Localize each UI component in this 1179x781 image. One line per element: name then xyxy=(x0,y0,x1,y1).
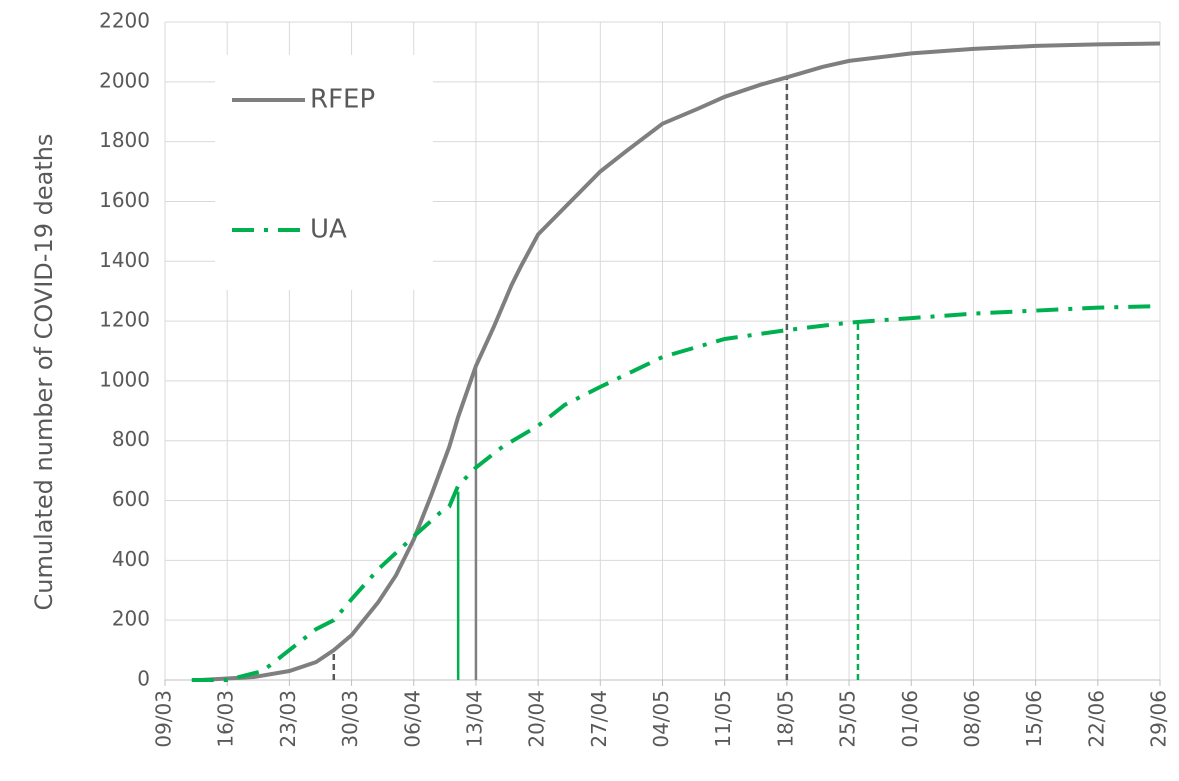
y-tick-label: 1000 xyxy=(99,367,150,391)
y-tick-label: 1200 xyxy=(99,308,150,332)
y-tick-label: 1600 xyxy=(99,188,150,212)
y-tick-label: 1800 xyxy=(99,128,150,152)
x-tick-label: 16/03 xyxy=(214,690,238,748)
legend-label: RFEP xyxy=(310,85,375,115)
x-tick-label: 11/05 xyxy=(711,690,735,748)
series-line xyxy=(191,304,1161,682)
y-tick-label: 400 xyxy=(112,547,150,571)
y-tick-label: 800 xyxy=(112,427,150,451)
legend-box xyxy=(215,55,433,290)
x-tick-label: 23/03 xyxy=(276,690,300,748)
x-tick-label: 22/06 xyxy=(1084,690,1108,748)
x-tick-label: 15/06 xyxy=(1022,690,1046,748)
x-tick-label: 27/04 xyxy=(587,690,611,748)
y-tick-label: 2000 xyxy=(99,68,150,92)
y-tick-label: 200 xyxy=(112,607,150,631)
y-tick-label: 600 xyxy=(112,487,150,511)
x-tick-label: 18/05 xyxy=(773,690,797,748)
x-tick-label: 01/06 xyxy=(898,690,922,748)
x-tick-label: 08/06 xyxy=(960,690,984,748)
x-tick-label: 29/06 xyxy=(1147,690,1171,748)
series-line xyxy=(200,41,1161,682)
x-tick-label: 09/03 xyxy=(152,690,176,748)
legend-label: UA xyxy=(310,215,347,245)
y-tick-label: 0 xyxy=(137,667,150,691)
x-tick-label: 04/05 xyxy=(649,690,673,748)
y-tick-label: 1400 xyxy=(99,248,150,272)
y-tick-label: 2200 xyxy=(99,9,150,33)
x-tick-label: 13/04 xyxy=(462,690,486,748)
x-tick-label: 30/03 xyxy=(338,690,362,748)
x-tick-label: 20/04 xyxy=(525,690,549,748)
y-axis-label: Cumulated number of COVID-19 deaths xyxy=(30,134,58,611)
x-tick-label: 06/04 xyxy=(400,690,424,748)
x-tick-label: 25/05 xyxy=(836,690,860,748)
